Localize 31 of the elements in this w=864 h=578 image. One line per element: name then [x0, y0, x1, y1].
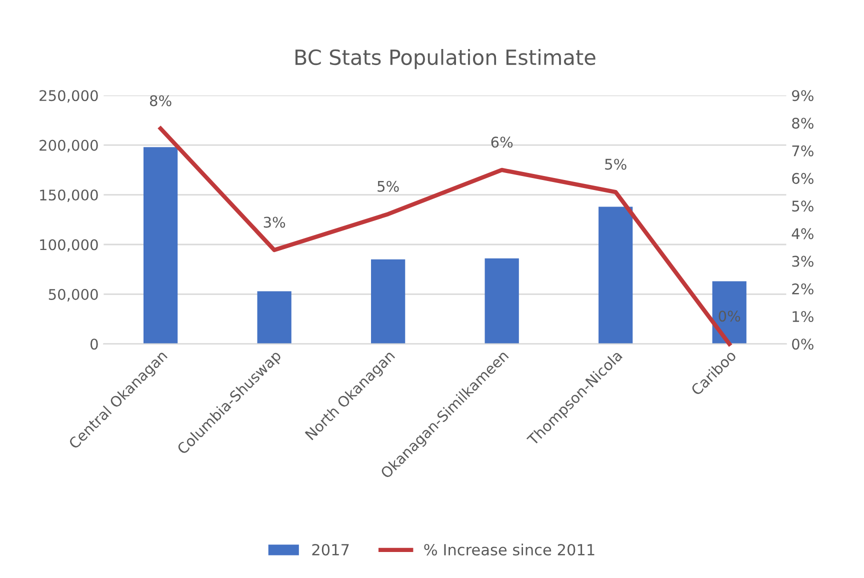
- bar: [143, 147, 178, 344]
- data-label: 5%: [605, 158, 626, 170]
- legend-label: 2017: [312, 544, 349, 556]
- y2-tick-label: 2%: [792, 283, 814, 294]
- data-label: 0%: [718, 310, 740, 322]
- y2-tick-label: 0%: [792, 338, 814, 350]
- y2-tick-label: 9%: [792, 90, 814, 102]
- y2-tick-label: 3%: [792, 256, 814, 267]
- bar: [371, 259, 406, 344]
- y-tick-label: 150,000: [40, 190, 98, 202]
- legend-label: % Increase since 2011: [424, 544, 594, 556]
- bar: [484, 258, 519, 344]
- y-tick-label: 0: [90, 338, 98, 350]
- y2-tick-label: 4%: [792, 228, 814, 240]
- bar: [712, 281, 746, 344]
- y-tick-label: 50,000: [48, 288, 98, 302]
- data-label: 5%: [378, 180, 399, 192]
- y-tick-label: 250,000: [40, 90, 98, 103]
- y-tick-label: 100,000: [40, 239, 98, 252]
- y2-tick-label: 5%: [792, 200, 814, 212]
- data-label: 3%: [264, 216, 286, 228]
- bar: [257, 291, 292, 344]
- y-tick-label: 200,000: [40, 140, 98, 152]
- y2-tick-label: 8%: [792, 118, 814, 129]
- chart-title: BC Stats Population Estimate: [296, 48, 596, 70]
- y2-tick-label: 6%: [792, 172, 814, 184]
- data-label: 8%: [150, 95, 172, 106]
- y2-tick-label: 7%: [792, 145, 814, 156]
- bar: [598, 206, 633, 344]
- data-label: 6%: [491, 136, 513, 148]
- y2-tick-label: 1%: [792, 311, 814, 322]
